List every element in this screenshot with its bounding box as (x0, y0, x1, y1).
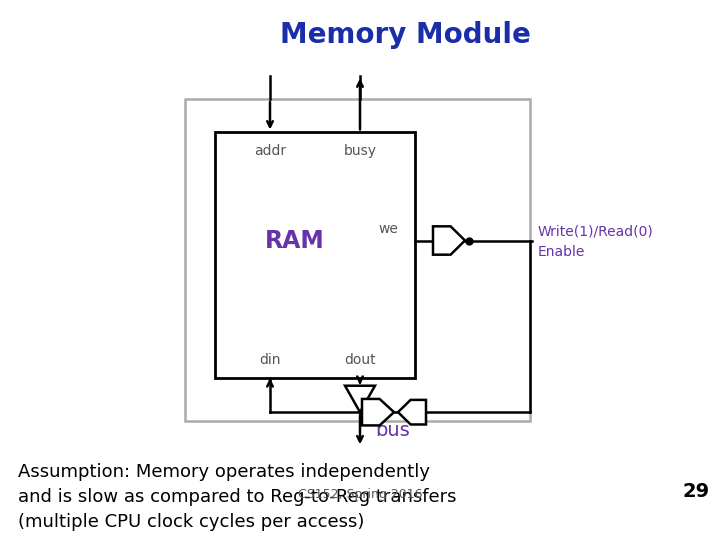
Text: Write(1)/Read(0): Write(1)/Read(0) (538, 224, 654, 238)
Text: addr: addr (254, 144, 286, 158)
Text: Enable: Enable (538, 245, 585, 259)
Polygon shape (362, 399, 394, 426)
Polygon shape (398, 400, 426, 424)
Polygon shape (433, 226, 465, 255)
Text: Memory Module: Memory Module (280, 21, 531, 49)
Polygon shape (345, 386, 375, 412)
Bar (215, 132, 415, 378)
Text: CS152, Spring 2016: CS152, Spring 2016 (298, 488, 422, 501)
Text: 29: 29 (683, 482, 710, 501)
Text: bus: bus (375, 421, 410, 440)
Text: dout: dout (344, 353, 376, 367)
Text: din: din (259, 353, 281, 367)
Text: busy: busy (343, 144, 377, 158)
Text: Assumption: Memory operates independently
and is slow as compared to Reg-to-Reg : Assumption: Memory operates independentl… (18, 463, 456, 531)
Text: we: we (378, 222, 398, 236)
Bar (185, 99, 530, 421)
Text: RAM: RAM (265, 229, 325, 253)
